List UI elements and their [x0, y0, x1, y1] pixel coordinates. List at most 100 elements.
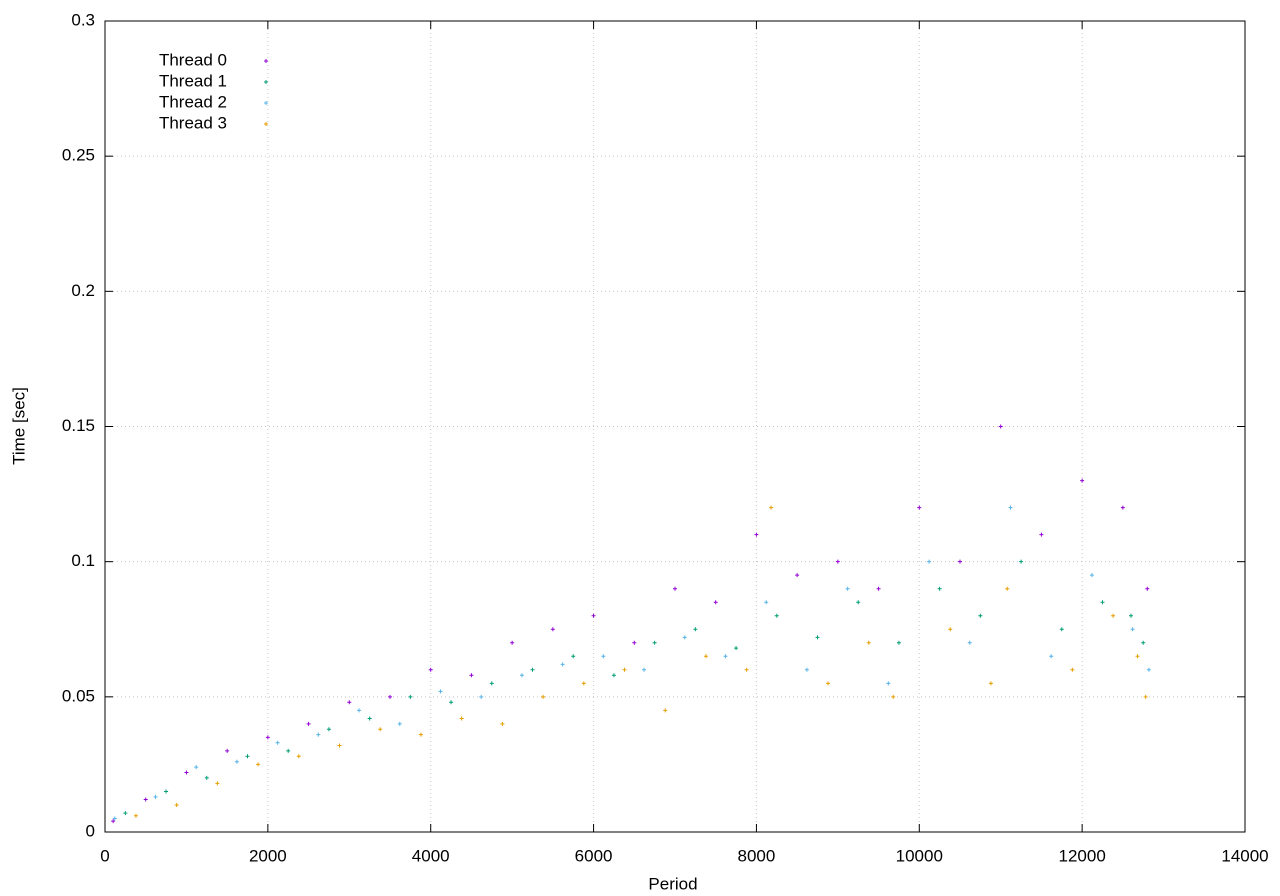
- data-point: [1080, 478, 1085, 483]
- data-point: [1129, 613, 1133, 618]
- data-point: [1145, 586, 1150, 591]
- x-tick-label: 4000: [412, 846, 450, 865]
- data-point: [316, 732, 321, 737]
- data-point: [530, 667, 535, 672]
- data-point: [184, 770, 189, 775]
- data-point: [234, 759, 239, 764]
- data-point: [510, 640, 515, 645]
- data-point: [601, 654, 606, 659]
- data-point: [1059, 627, 1064, 632]
- data-point: [693, 627, 698, 632]
- data-point: [948, 627, 953, 632]
- data-point: [896, 640, 901, 645]
- data-point: [826, 681, 831, 686]
- data-point: [1019, 559, 1024, 564]
- legend-label: Thread 2: [159, 92, 227, 111]
- data-point: [550, 627, 555, 632]
- data-point: [764, 600, 769, 605]
- data-point: [663, 708, 668, 713]
- data-point: [652, 640, 657, 645]
- data-point: [256, 762, 261, 767]
- data-point: [469, 673, 474, 678]
- data-point: [769, 505, 774, 510]
- data-point: [723, 654, 728, 659]
- data-point: [143, 797, 148, 802]
- data-point: [500, 721, 505, 726]
- data-point: [571, 654, 576, 659]
- data-point: [967, 640, 972, 645]
- data-point: [306, 721, 311, 726]
- data-point: [347, 700, 352, 705]
- data-point: [835, 559, 840, 564]
- data-point: [1143, 694, 1148, 699]
- data-point: [519, 673, 524, 678]
- legend-label: Thread 1: [159, 71, 227, 90]
- x-tick-label: 10000: [896, 846, 943, 865]
- data-point: [978, 613, 983, 618]
- y-tick-label: 0.2: [71, 281, 95, 300]
- data-point: [795, 573, 800, 578]
- plot-frame: [104, 20, 1246, 833]
- data-point: [489, 681, 494, 686]
- data-point: [886, 681, 891, 686]
- data-point: [367, 716, 372, 721]
- data-point: [815, 635, 820, 640]
- x-tick-label: 14000: [1221, 846, 1268, 865]
- data-point: [388, 694, 392, 699]
- legend-label: Thread 0: [159, 50, 227, 69]
- y-tick-label: 0.15: [62, 416, 95, 435]
- data-point: [927, 559, 932, 564]
- data-point: [866, 640, 871, 645]
- legend-swatch: [264, 101, 268, 105]
- data-point: [418, 732, 423, 737]
- data-point: [988, 681, 993, 686]
- data-point: [225, 748, 230, 753]
- data-point: [194, 765, 199, 770]
- data-point: [1070, 667, 1075, 672]
- data-point: [1049, 654, 1054, 659]
- data-point: [1135, 654, 1140, 659]
- data-point: [215, 781, 220, 786]
- y-tick-label: 0.1: [71, 551, 95, 570]
- data-point: [876, 586, 881, 591]
- data-point: [397, 721, 402, 726]
- data-point: [245, 754, 250, 759]
- legend-label: Thread 3: [159, 113, 227, 132]
- data-point: [632, 640, 637, 645]
- data-point: [1005, 586, 1010, 591]
- data-point: [296, 754, 301, 759]
- data-point: [917, 505, 922, 510]
- data-point: [581, 681, 586, 686]
- data-point: [1111, 613, 1116, 618]
- y-axis-label: Time [sec]: [9, 387, 28, 465]
- data-point: [673, 586, 677, 591]
- data-point: [326, 727, 331, 732]
- x-tick-label: 12000: [1059, 846, 1106, 865]
- data-point: [133, 813, 138, 818]
- x-tick-label: 2000: [249, 846, 287, 865]
- data-point: [1141, 640, 1146, 645]
- legend-swatch: [264, 59, 268, 63]
- data-point: [1146, 667, 1151, 672]
- y-tick-label: 0: [86, 821, 95, 840]
- data-point: [713, 600, 718, 605]
- legend-swatch: [264, 80, 268, 84]
- data-point: [958, 559, 962, 564]
- data-point: [357, 708, 362, 713]
- data-point: [1089, 573, 1094, 578]
- legend-swatch: [264, 122, 268, 126]
- y-tick-label: 0.25: [62, 146, 95, 165]
- data-point: [438, 689, 443, 694]
- data-point: [642, 667, 647, 672]
- data-point: [408, 694, 413, 699]
- data-point: [123, 811, 128, 816]
- data-point: [1008, 505, 1013, 510]
- data-point: [164, 789, 169, 794]
- x-tick-label: 0: [100, 846, 109, 865]
- data-point: [204, 775, 209, 780]
- data-point: [459, 716, 464, 721]
- data-point: [112, 816, 117, 821]
- data-point: [804, 667, 809, 672]
- data-point: [265, 735, 270, 740]
